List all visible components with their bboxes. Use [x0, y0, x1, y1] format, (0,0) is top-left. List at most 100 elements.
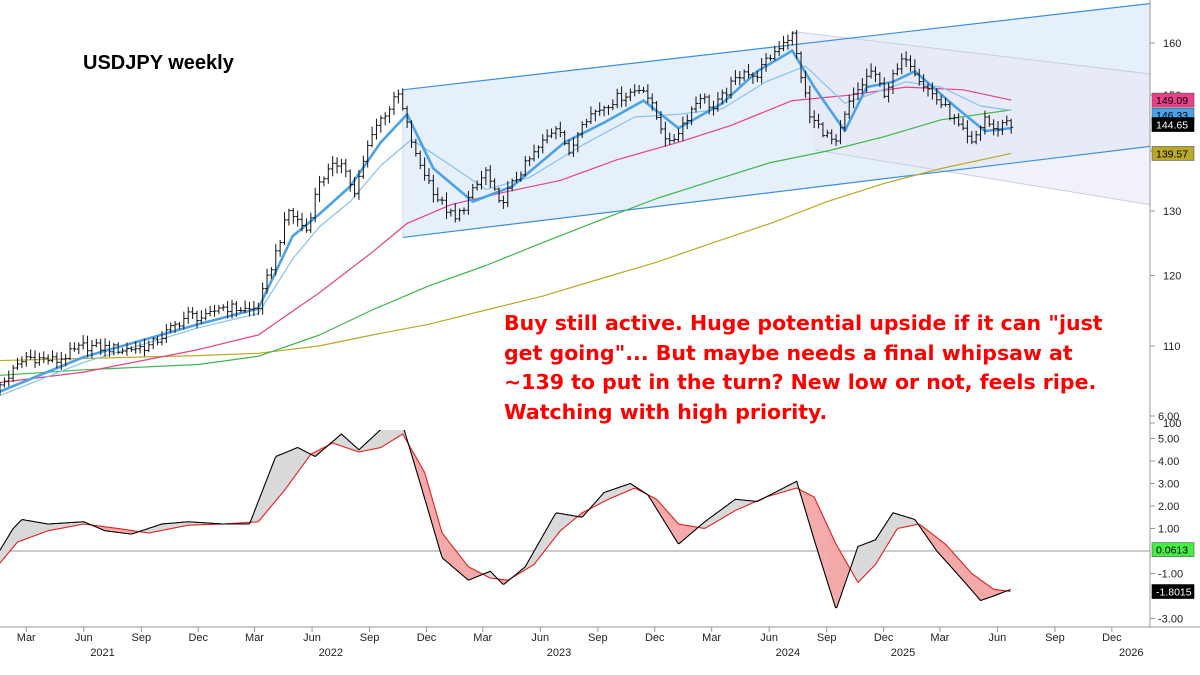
price-bar: [890, 69, 895, 95]
oscillator-fill-segment: [977, 577, 980, 600]
price-bar: [300, 212, 305, 232]
oscillator-fill-segment: [28, 520, 31, 539]
oscillator-fill-segment: [466, 563, 468, 581]
oscillator-fill-segment: [907, 517, 910, 527]
oscillator-fill-segment: [894, 512, 896, 535]
price-bar: [440, 196, 445, 205]
oscillator-fill-segment: [686, 525, 689, 538]
price-bar: [707, 94, 712, 115]
oscillator-fill-segment: [272, 461, 275, 505]
oscillator-fill-segment: [278, 454, 281, 498]
price-bar: [422, 157, 427, 181]
price-bar: [76, 342, 81, 355]
price-bar: [619, 86, 624, 108]
oscillator-fill-segment: [262, 486, 265, 517]
oscillator-fill-segment: [18, 521, 21, 542]
price-bar: [133, 341, 138, 354]
oscillator-fill-segment: [380, 430, 382, 448]
oscillator-fill-segment: [447, 539, 450, 564]
oscillator-fill-segment: [288, 450, 291, 485]
oscillator-fill-segment: [900, 514, 902, 529]
price-bar: [177, 322, 182, 330]
oscillator-fill-segment: [904, 515, 906, 528]
price-last-value-tag: [1151, 92, 1195, 108]
price-last-value-tag: [1151, 117, 1195, 132]
price-bar: [470, 183, 475, 199]
oscillator-fill-segment: [884, 523, 886, 551]
price-bar: [479, 170, 484, 190]
oscillator-fill-segment: [22, 519, 24, 541]
oscillator-fill-segment: [565, 514, 567, 527]
price-bar: [50, 350, 55, 363]
price-bar: [672, 134, 677, 143]
price-bar: [418, 150, 423, 170]
price-bar: [794, 29, 799, 59]
oscillator-fill-segment: [546, 526, 548, 549]
oscillator-fill-segment: [44, 523, 47, 533]
oscillator-fill-segment: [735, 499, 737, 511]
price-bar: [720, 89, 725, 105]
time-axis-month-label: Jun: [303, 632, 321, 644]
oscillator-fill-segment: [19, 519, 22, 542]
time-axis-month-label: Jun: [760, 632, 778, 644]
price-bar: [230, 299, 235, 319]
price-axis-tick-label: 110: [1163, 341, 1181, 353]
oscillator-fill-segment: [388, 430, 391, 443]
oscillator-fill-segment: [861, 544, 864, 579]
time-axis-month-label: Mar: [17, 632, 36, 644]
time-axis-month-label: Mar: [930, 632, 949, 644]
price-bar: [85, 335, 90, 358]
oscillator-fill-segment: [820, 510, 822, 564]
oscillator-fill-segment: [829, 529, 831, 592]
price-bar: [969, 131, 974, 145]
oscillator-fill-segment: [860, 544, 862, 581]
oscillator-fill-segment: [52, 523, 54, 531]
price-bar: [146, 340, 151, 353]
price-bar: [877, 72, 882, 87]
price-bar: [282, 211, 287, 246]
oscillator-fill-segment: [834, 540, 836, 608]
oscillator-fill-segment: [400, 430, 402, 436]
oscillator-fill-segment: [56, 523, 58, 530]
price-bar: [996, 121, 1001, 137]
oscillator-fill-segment: [282, 452, 285, 493]
oscillator-fill-segment: [457, 552, 460, 573]
price-bar: [173, 320, 178, 333]
price-bar: [956, 113, 961, 127]
oscillator-fill-segment: [173, 522, 176, 529]
oscillator-fill-segment: [285, 451, 287, 490]
oscillator-fill-segment: [21, 519, 23, 541]
oscillator-fill-segment: [737, 499, 740, 510]
oscillator-fill-segment: [956, 556, 959, 576]
oscillator-fill-segment: [612, 488, 615, 498]
oscillator-fill-segment: [954, 553, 956, 573]
price-bar: [623, 92, 628, 107]
oscillator-fill-segment: [373, 434, 376, 450]
price-bar: [72, 342, 77, 352]
oscillator-fill-segment: [981, 580, 984, 601]
oscillator-fill-segment: [563, 513, 566, 529]
price-bar: [864, 68, 869, 93]
price-bar: [965, 120, 970, 144]
oscillator-fill-segment: [880, 529, 882, 557]
oscillator-fill-segment: [615, 487, 617, 497]
price-bar: [991, 119, 996, 136]
oscillator-fill-segment: [371, 436, 373, 450]
oscillator-fill-segment: [547, 524, 550, 548]
price-bar: [571, 137, 576, 158]
oscillator-fill-segment: [966, 567, 969, 587]
oscillator-fill-segment: [545, 529, 547, 551]
price-bar: [124, 342, 129, 356]
oscillator-fill-segment: [741, 499, 744, 508]
price-bar: [203, 308, 208, 321]
oscillator-fill-segment: [555, 512, 557, 538]
oscillator-fill-segment: [27, 520, 29, 539]
oscillator-fill-segment: [832, 537, 835, 604]
price-bar: [658, 111, 663, 134]
time-axis-month-label: Mar: [473, 632, 492, 644]
oscillator-fill-segment: [168, 523, 171, 530]
oscillator-fill-segment: [986, 583, 989, 599]
oscillator-fill-segment: [840, 551, 842, 597]
oscillator-fill-segment: [456, 551, 458, 572]
